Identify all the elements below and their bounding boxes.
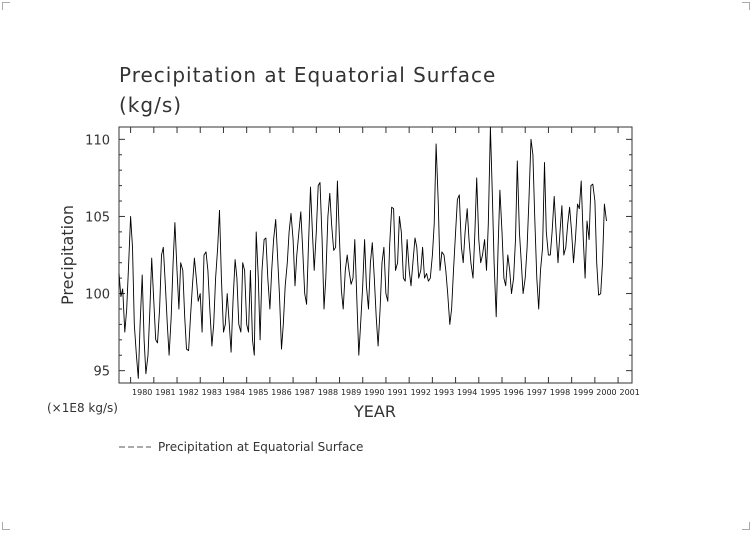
x-tick-label: 2000 (596, 388, 616, 397)
x-tick-label: 1983 (202, 388, 222, 397)
crop-mark-bottom-left (2, 522, 10, 530)
x-tick-label: 1992 (411, 388, 431, 397)
x-tick-label: 1995 (480, 388, 500, 397)
crop-mark-bottom-right (742, 522, 750, 530)
x-tick-label: 1989 (341, 388, 361, 397)
legend-label: Precipitation at Equatorial Surface (158, 440, 363, 454)
y-tick-label: 105 (85, 210, 110, 225)
crop-mark-top-left (2, 2, 10, 10)
series-line-0 (118, 126, 607, 379)
chart-title: Precipitation at Equatorial Surface (119, 63, 496, 87)
x-tick-label: 1996 (503, 388, 523, 397)
y-tick-label: 95 (93, 365, 110, 380)
y-axis-label: Precipitation (58, 205, 77, 305)
crop-mark-top-right (742, 2, 750, 10)
scale-note: (×1E8 kg/s) (47, 401, 118, 415)
x-tick-label: 1993 (434, 388, 454, 397)
x-tick-label: 1984 (225, 388, 245, 397)
chart-subtitle: (kg/s) (119, 93, 182, 117)
x-tick-label: 1986 (271, 388, 291, 397)
x-tick-label: 1990 (364, 388, 384, 397)
x-axis: 1980 1981 1982 1983 1984 1985 1986 1987 1988 1989… (130, 127, 640, 397)
x-tick-label: 1997 (527, 388, 547, 397)
y-tick-label: 100 (85, 288, 110, 303)
x-tick-label: 1991 (387, 388, 407, 397)
x-tick-label: 1988 (318, 388, 338, 397)
x-tick-label: 1994 (457, 388, 477, 397)
x-tick-label: 1981 (155, 388, 175, 397)
x-axis-label: YEAR (353, 402, 396, 421)
x-tick-label: 1985 (248, 388, 268, 397)
plot-frame (118, 126, 633, 384)
y-tick-label: 110 (85, 133, 110, 148)
x-tick-label: 1987 (295, 388, 315, 397)
x-tick-label: 2001 (619, 388, 639, 397)
x-tick-label: 1998 (550, 388, 570, 397)
series-layer (118, 126, 607, 379)
x-tick-label: 1980 (132, 388, 152, 397)
x-tick-label: 1999 (573, 388, 593, 397)
x-tick-label: 1982 (178, 388, 198, 397)
